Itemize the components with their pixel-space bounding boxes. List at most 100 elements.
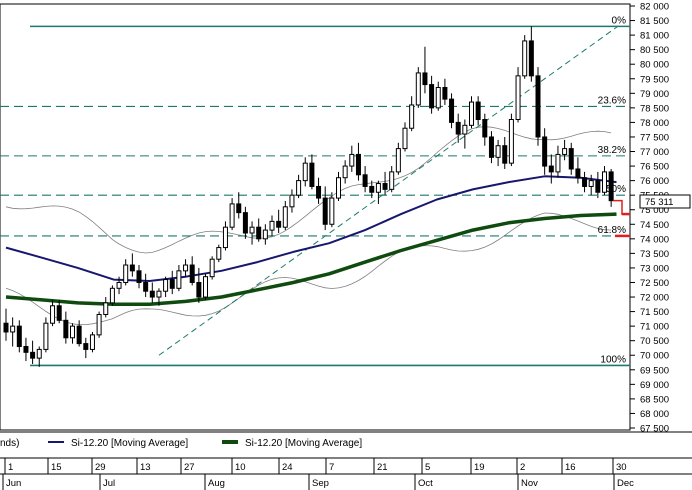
y-tick-label: 80 500 <box>640 45 669 56</box>
candle <box>123 259 129 286</box>
candle-body <box>375 183 381 193</box>
month-label: Jun <box>6 478 21 489</box>
candle <box>83 337 89 359</box>
candle-body <box>329 197 335 225</box>
candle <box>608 168 614 207</box>
x-axis: 1 15 29 13 27 10 24 7 21 5 19 2 16 30 Jun Jul Aug Sep Oct N… <box>0 457 692 490</box>
price-markers <box>613 199 630 238</box>
current-price-box: 75 311 <box>639 194 691 209</box>
candle <box>515 67 521 123</box>
x-tick-label: 5 <box>425 462 430 473</box>
y-tick-label: 79 000 <box>640 89 669 100</box>
candle-body <box>149 290 155 298</box>
y-tick-label: 71 000 <box>640 322 669 333</box>
candle-body <box>382 183 388 190</box>
month-label: Dec <box>617 478 634 489</box>
candle <box>482 113 488 146</box>
month-label: Oct <box>418 478 433 489</box>
candle-body <box>269 220 275 231</box>
candle-body <box>482 119 488 138</box>
candle <box>36 346 42 367</box>
x-tick-label: 13 <box>140 462 151 473</box>
candle <box>116 276 122 295</box>
candle <box>588 174 594 196</box>
y-tick-label: 77 000 <box>640 147 669 158</box>
fib-level-label: 50% <box>606 184 626 195</box>
candle <box>455 113 461 143</box>
candle <box>322 186 328 231</box>
candle <box>555 145 561 178</box>
candle <box>63 311 69 344</box>
x-tick-label: 21 <box>377 462 388 473</box>
candle-body <box>242 212 248 234</box>
candle-body <box>43 322 49 350</box>
candle-body <box>595 180 601 193</box>
candle <box>236 192 242 219</box>
candle <box>508 113 514 167</box>
candle-body <box>50 305 56 324</box>
candle <box>143 273 149 298</box>
candle-body <box>89 334 95 350</box>
candle <box>249 221 255 245</box>
candle-body <box>415 72 421 106</box>
candle-body <box>23 346 29 353</box>
candle-body <box>236 203 242 214</box>
y-tick-label: 69 500 <box>640 365 669 376</box>
candle-body <box>30 351 36 359</box>
y-tick-label: 77 500 <box>640 132 669 143</box>
y-tick-label: 75 000 <box>640 205 669 216</box>
candle-body <box>548 165 554 173</box>
candle-body <box>608 171 614 202</box>
candle <box>382 171 388 196</box>
candle-body <box>435 86 441 109</box>
candle <box>582 171 588 193</box>
candle-body <box>302 162 308 182</box>
y-tick-label: 81 500 <box>640 16 669 27</box>
month-label: Aug <box>208 478 225 489</box>
candle-body <box>276 220 282 228</box>
candle-body <box>256 226 262 240</box>
candle-body <box>183 264 189 272</box>
candle-body <box>555 153 561 173</box>
y-tick-label: 72 000 <box>640 293 669 304</box>
candle <box>183 259 189 277</box>
candle-body <box>282 206 288 228</box>
candle <box>595 171 601 199</box>
fib-level-label: 0% <box>612 15 627 26</box>
candle-body <box>568 148 574 170</box>
candle-body <box>542 136 548 167</box>
candle-body <box>56 305 62 321</box>
candle <box>475 96 481 126</box>
candle-body <box>176 270 182 289</box>
candle-body <box>123 264 129 283</box>
candle-body <box>488 136 494 158</box>
x-tick-label: 15 <box>51 462 62 473</box>
month-label: Jul <box>103 478 115 489</box>
candle-body <box>389 171 395 190</box>
candle-body <box>316 185 322 199</box>
candle-body <box>209 258 215 278</box>
candle-body <box>449 98 455 123</box>
candle <box>23 337 29 362</box>
candle <box>289 189 295 213</box>
candle <box>568 142 574 175</box>
candle-body <box>455 121 461 135</box>
candle <box>149 282 155 303</box>
candle <box>369 180 375 199</box>
candle-body <box>10 325 16 333</box>
candle <box>30 340 36 364</box>
candle <box>355 142 361 181</box>
y-tick-label: 78 500 <box>640 103 669 114</box>
lower-band <box>5 212 612 325</box>
y-tick-label: 72 500 <box>640 278 669 289</box>
candle <box>169 270 175 295</box>
candle <box>522 35 528 79</box>
candle <box>488 131 494 164</box>
candle <box>3 308 9 341</box>
candle-body <box>229 203 235 228</box>
candle-body <box>309 162 315 187</box>
candle <box>222 221 228 251</box>
candle <box>70 323 75 344</box>
